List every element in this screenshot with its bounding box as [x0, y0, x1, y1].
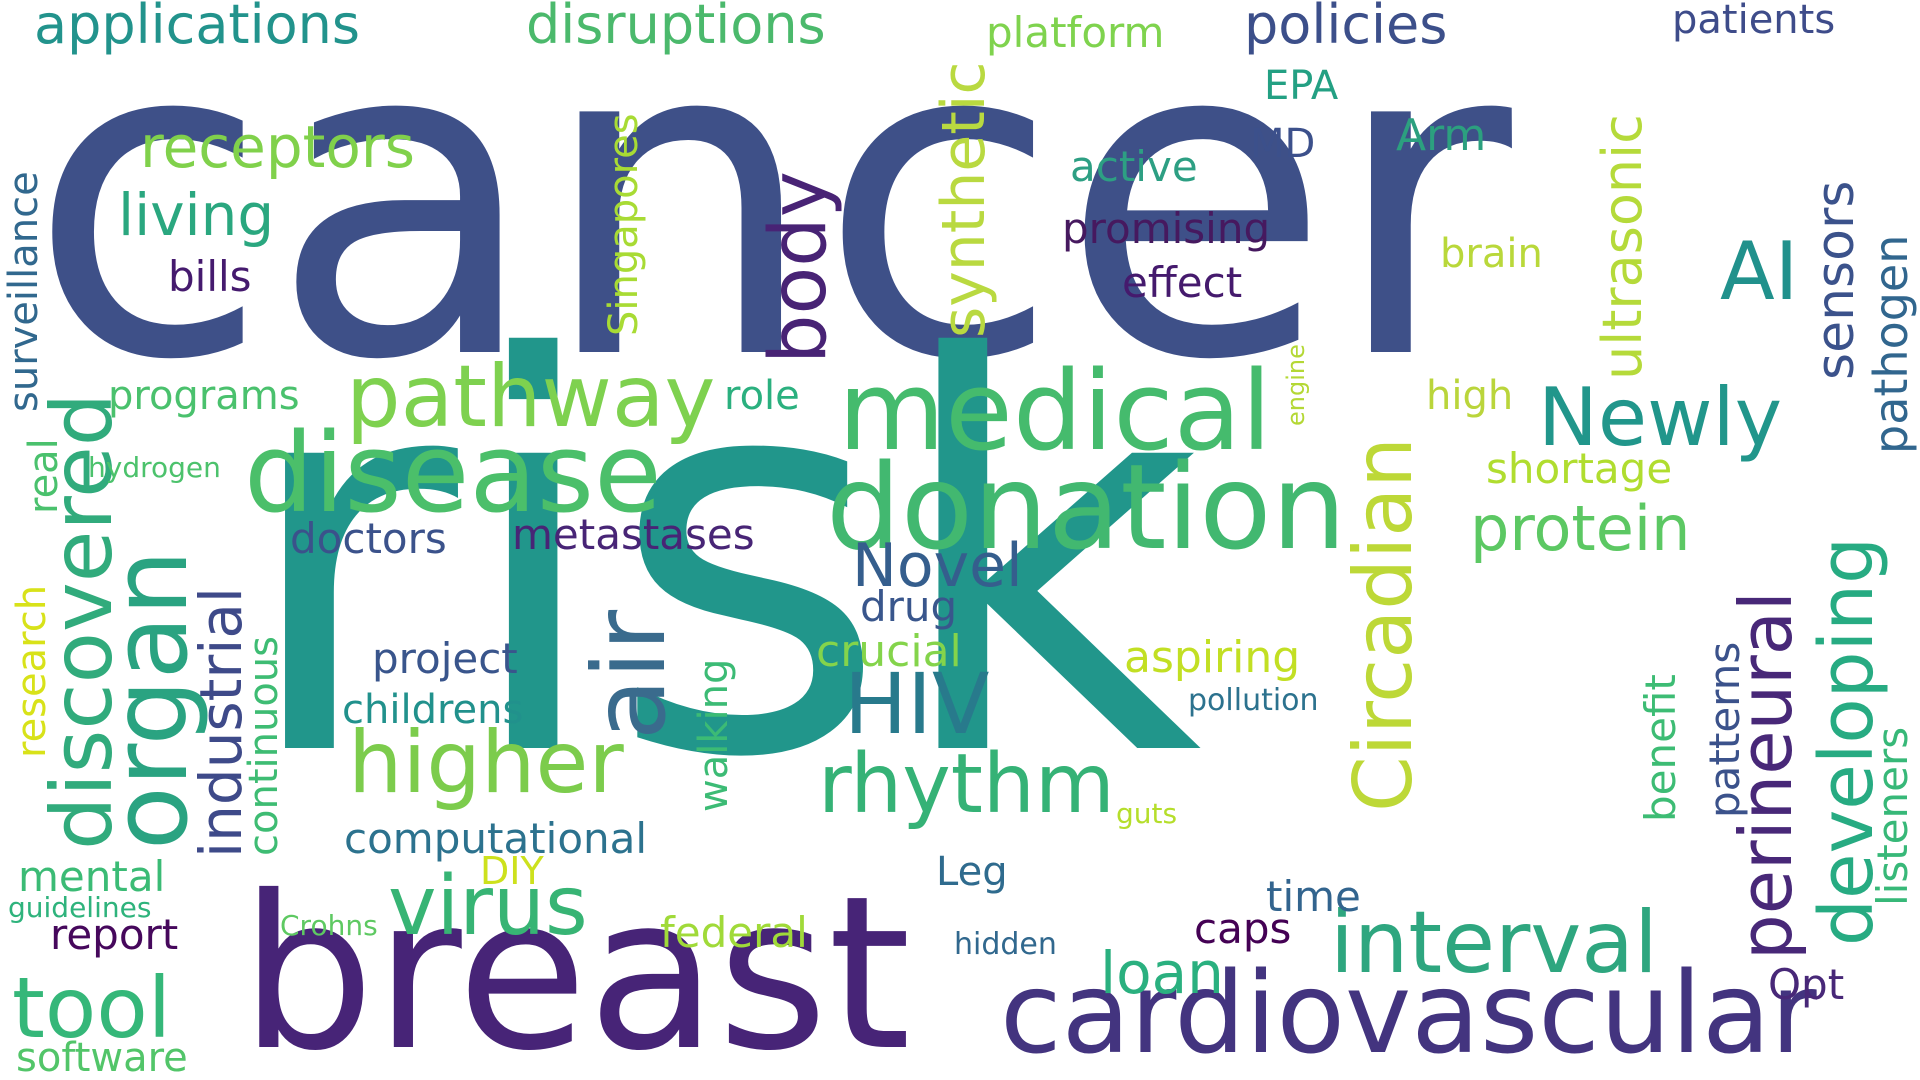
- word-medical: medical: [838, 347, 1272, 475]
- word-research: research: [9, 584, 55, 758]
- word-sensors: sensors: [1806, 180, 1866, 380]
- word-Opt: loan: [1100, 939, 1224, 1007]
- word-walking: walking: [691, 658, 737, 812]
- word-breast: breast: [240, 850, 911, 1080]
- word-patterns: patterns: [1700, 641, 1749, 818]
- word-Circadian: Circadian: [1337, 437, 1430, 812]
- word-real: real: [21, 438, 67, 514]
- word-applications: applications: [34, 0, 361, 56]
- word-Singapores: Singapores: [601, 113, 647, 336]
- word-effect: effect: [1122, 258, 1243, 307]
- word-childrens: childrens: [342, 687, 524, 733]
- word-virus: virus: [388, 859, 588, 954]
- word-caps: caps: [1194, 904, 1292, 953]
- word-EPA: EPA: [1264, 63, 1339, 109]
- word-shortage: shortage: [1486, 444, 1673, 493]
- word-pathogen: pathogen: [1864, 234, 1918, 454]
- word-ultrasonic: ultrasonic: [1591, 114, 1654, 380]
- word-higher: higher: [348, 713, 624, 813]
- word-patients: patients: [1672, 0, 1836, 43]
- word-computational: computational: [344, 814, 648, 863]
- word-engine: engine: [1282, 344, 1310, 426]
- word-Leg: Leg: [936, 849, 1008, 895]
- word-body: body: [754, 171, 844, 364]
- word-programs: programs: [108, 373, 300, 419]
- word-surveillance: surveillance: [1, 171, 47, 412]
- word-air: air: [571, 609, 688, 740]
- word-mental: mental: [18, 852, 166, 901]
- word-guts: guts: [1116, 797, 1178, 830]
- word-time: time: [1266, 872, 1361, 921]
- word-donation: donation: [826, 438, 1347, 576]
- word-aspiring: aspiring: [1124, 632, 1301, 683]
- word-MD: MD: [1250, 121, 1316, 167]
- word-risk: risk: [236, 248, 1203, 876]
- word-benefit: benefit: [1636, 674, 1685, 822]
- word-interval: interval: [1330, 893, 1658, 993]
- word-high: high: [1426, 373, 1514, 419]
- word-disease: disease: [244, 409, 662, 537]
- word-Newly: Newly: [1538, 371, 1783, 464]
- word-synthetic: synthetic: [929, 61, 999, 338]
- word-pathway: pathway: [346, 347, 716, 447]
- word-hydrogen: hydrogen: [88, 451, 221, 484]
- word-hidden: hidden: [954, 927, 1057, 962]
- word-metastases: metastases: [512, 510, 755, 559]
- word-living: living: [118, 181, 275, 249]
- word-crucial: crucial: [816, 626, 962, 677]
- word-policies: policies: [1244, 0, 1448, 56]
- word-Arm: Arm: [1396, 110, 1487, 161]
- word-brain: brain: [1440, 231, 1543, 277]
- word-developing-text: developing: [1804, 536, 1890, 946]
- word-AI: AI: [1720, 225, 1799, 318]
- word-loan: Opt: [1768, 960, 1845, 1009]
- word-federal: federal: [660, 908, 808, 957]
- word-role: role: [724, 373, 800, 419]
- word-promising: promising: [1062, 204, 1271, 253]
- word-disruptions: disruptions: [526, 0, 826, 56]
- word-Novel: Novel: [852, 531, 1023, 601]
- word-drug: drug: [860, 582, 958, 631]
- word-cardiovascular: cardiovascular: [1000, 949, 1817, 1079]
- word-rhythm: rhythm: [818, 737, 1115, 832]
- word-HIV: HIV: [844, 655, 990, 753]
- word-software: software: [16, 1035, 188, 1080]
- word-platform: platform: [986, 8, 1165, 57]
- word-Crohns: Crohns: [280, 909, 378, 942]
- word-DIY: DIY: [480, 849, 544, 893]
- word-report: report: [50, 910, 179, 959]
- word-active: active: [1070, 142, 1198, 191]
- word-protein-label: protein: [1470, 492, 1691, 565]
- word-cancer: cancer: [28, 0, 1512, 456]
- word-bills: bills: [168, 252, 252, 301]
- word-tool: tool: [12, 959, 172, 1057]
- word-receptors: receptors: [140, 113, 415, 181]
- word-guidelines: guidelines: [8, 891, 152, 924]
- word-project: project: [372, 634, 518, 683]
- word-doctors: doctors: [290, 514, 447, 563]
- word-continuous: continuous: [241, 636, 287, 856]
- word-pollution: pollution: [1188, 683, 1319, 718]
